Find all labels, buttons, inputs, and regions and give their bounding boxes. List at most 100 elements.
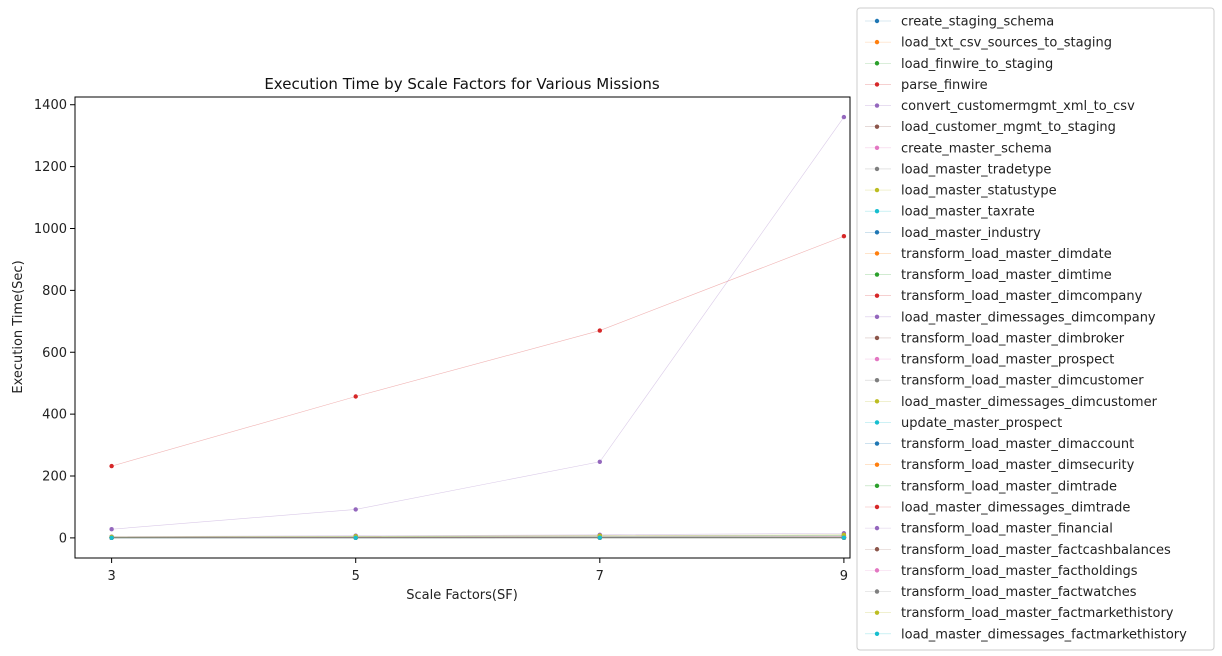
data-point bbox=[109, 535, 114, 540]
y-tick-label: 200 bbox=[42, 470, 67, 485]
legend-label: load_master_dimessages_factmarkethistory bbox=[901, 627, 1187, 642]
legend-swatch-marker bbox=[874, 589, 880, 594]
legend-swatch-marker bbox=[874, 103, 880, 108]
legend-item: load_master_industry bbox=[865, 226, 1041, 241]
legend-item: load_finwire_to_staging bbox=[865, 57, 1053, 72]
legend-label: convert_customermgmt_xml_to_csv bbox=[901, 99, 1135, 114]
legend-label: load_master_taxrate bbox=[901, 205, 1035, 220]
legend-swatch-marker bbox=[874, 378, 880, 383]
series-line bbox=[111, 116, 845, 530]
data-point bbox=[109, 527, 114, 532]
legend-swatch-marker bbox=[874, 61, 880, 66]
x-axis: 3 5 7 9 bbox=[107, 558, 848, 584]
data-point bbox=[597, 535, 603, 540]
legend-swatch-marker bbox=[874, 314, 880, 320]
y-tick-label: 1000 bbox=[34, 222, 67, 237]
legend-item: load_master_dimessages_dimcompany bbox=[865, 310, 1156, 325]
x-axis-title: Scale Factors(SF) bbox=[406, 588, 518, 603]
y-axis: 0 200 400 600 800 1000 1200 1400 bbox=[34, 98, 75, 546]
plot-frame bbox=[74, 96, 851, 559]
legend-swatch-marker bbox=[874, 18, 880, 24]
x-tick-label: 5 bbox=[352, 569, 360, 584]
x-tick-label: 3 bbox=[107, 569, 115, 584]
legend-item: create_master_schema bbox=[865, 141, 1052, 156]
legend-label: transform_load_master_prospect bbox=[901, 353, 1114, 368]
legend-label: create_master_schema bbox=[901, 141, 1052, 156]
legend-label: transform_load_master_dimbroker bbox=[901, 331, 1125, 346]
series-line bbox=[111, 535, 844, 538]
series-line bbox=[111, 536, 844, 538]
legend-label: transform_load_master_financial bbox=[901, 522, 1113, 537]
y-tick-label: 1400 bbox=[34, 98, 67, 113]
legend-swatch-marker bbox=[874, 145, 880, 150]
legend-item: transform_load_master_prospect bbox=[865, 353, 1114, 368]
legend-swatch-marker bbox=[874, 251, 880, 256]
legend-item: create_staging_schema bbox=[865, 15, 1054, 30]
legend-item: convert_customermgmt_xml_to_csv bbox=[865, 99, 1135, 114]
legend-swatch-marker bbox=[874, 124, 880, 129]
legend-swatch-marker bbox=[874, 208, 880, 214]
plot-area bbox=[109, 114, 847, 541]
legend-label: transform_load_master_dimtime bbox=[901, 268, 1112, 283]
legend-label: create_staging_schema bbox=[901, 15, 1054, 30]
legend-item: transform_load_master_factcashbalances bbox=[865, 543, 1171, 558]
legend-item: transform_load_master_dimtrade bbox=[865, 479, 1117, 494]
legend-swatch-marker bbox=[874, 462, 880, 467]
legend-label: parse_finwire bbox=[901, 78, 988, 93]
legend-swatch-marker bbox=[874, 272, 880, 277]
legend-label: load_master_dimessages_dimtrade bbox=[901, 500, 1130, 515]
legend-swatch-marker bbox=[874, 547, 880, 552]
legend-item: parse_finwire bbox=[865, 78, 988, 93]
legend-item: transform_load_master_financial bbox=[865, 522, 1113, 537]
legend-swatch-marker bbox=[874, 399, 880, 404]
legend-item: transform_load_master_dimcompany bbox=[865, 289, 1143, 304]
legend-label: transform_load_master_dimsecurity bbox=[901, 458, 1135, 473]
series-line bbox=[111, 235, 845, 467]
data-point bbox=[353, 394, 358, 399]
legend-swatch-marker bbox=[874, 568, 880, 573]
data-point bbox=[353, 535, 358, 540]
legend-swatch-marker bbox=[874, 335, 880, 341]
legend-swatch-marker bbox=[874, 504, 880, 510]
legend-item: load_master_dimessages_dimcustomer bbox=[865, 395, 1158, 410]
data-point bbox=[841, 114, 847, 120]
legend-item: transform_load_master_dimaccount bbox=[865, 437, 1134, 452]
legend-swatch-marker bbox=[874, 483, 880, 489]
legend-item: transform_load_master_dimcustomer bbox=[865, 374, 1144, 389]
y-tick-label: 600 bbox=[42, 346, 67, 361]
data-point bbox=[353, 507, 358, 512]
legend-label: transform_load_master_dimdate bbox=[901, 247, 1112, 262]
legend-label: transform_load_master_dimtrade bbox=[901, 479, 1117, 494]
legend-label: transform_load_master_dimcustomer bbox=[901, 374, 1144, 389]
series-line bbox=[111, 532, 844, 537]
data-point bbox=[109, 463, 114, 469]
legend-swatch-marker bbox=[874, 39, 880, 45]
data-point bbox=[597, 328, 603, 333]
legend-item: update_master_prospect bbox=[865, 416, 1062, 431]
series-line bbox=[111, 534, 844, 538]
x-tick-label: 7 bbox=[596, 569, 604, 584]
legend-item: load_master_tradetype bbox=[865, 162, 1051, 177]
legend-item: load_master_dimessages_dimtrade bbox=[865, 500, 1130, 515]
legend-label: transform_load_master_factholdings bbox=[901, 564, 1138, 579]
data-point bbox=[841, 535, 847, 540]
legend-label: load_customer_mgmt_to_staging bbox=[901, 120, 1116, 135]
series-line bbox=[111, 534, 844, 538]
legend-item: load_master_statustype bbox=[865, 184, 1057, 199]
legend-item: transform_load_master_dimtime bbox=[865, 268, 1112, 283]
series-load_master_dimessages_factmarkethistory bbox=[109, 535, 847, 540]
legend-label: load_master_tradetype bbox=[901, 162, 1051, 177]
y-tick-label: 800 bbox=[42, 284, 67, 299]
x-tick-label: 9 bbox=[840, 569, 848, 584]
legend-swatch-marker bbox=[874, 420, 880, 425]
legend-label: load_master_statustype bbox=[901, 184, 1057, 199]
legend-swatch-marker bbox=[874, 166, 880, 172]
legend-label: transform_load_master_dimcompany bbox=[901, 289, 1143, 304]
legend-label: transform_load_master_dimaccount bbox=[901, 437, 1134, 452]
chart-title: Execution Time by Scale Factors for Vari… bbox=[264, 75, 660, 93]
series-parse_finwire bbox=[109, 234, 847, 469]
legend-frame bbox=[856, 7, 1215, 651]
legend-label: load_master_dimessages_dimcompany bbox=[901, 310, 1156, 325]
legend-item: transform_load_master_factholdings bbox=[865, 564, 1138, 579]
